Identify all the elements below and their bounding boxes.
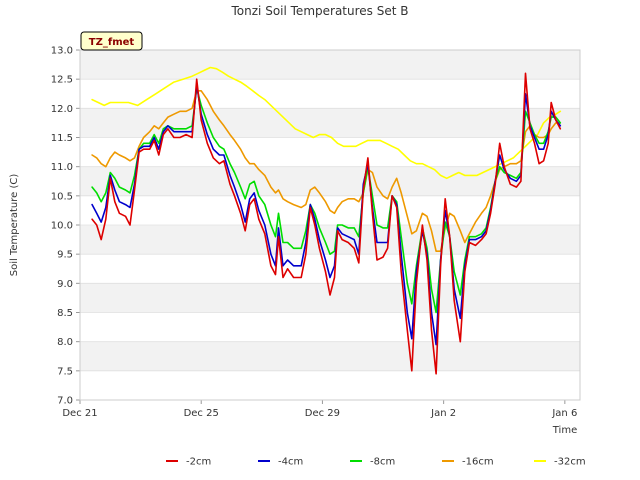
legend-label: -16cm: [462, 457, 494, 468]
series-line-16cm: [91, 90, 562, 252]
legend-label: -32cm: [554, 457, 586, 468]
series-line-2cm: [91, 72, 562, 375]
y-tick-label: 8.0: [57, 337, 73, 348]
background-band: [80, 108, 580, 138]
y-tick-label: 10.5: [51, 191, 73, 202]
y-tick-label: 12.5: [51, 75, 73, 86]
x-axis: Dec 21 Dec 25 Dec 29 Jan 2 Jan 6: [62, 400, 577, 419]
y-tick-label: 13.0: [51, 46, 73, 57]
chart-title: Tonzi Soil Temperatures Set B: [231, 4, 409, 18]
y-tick-label: 11.5: [51, 133, 73, 144]
background-band: [80, 370, 580, 400]
background-band: [80, 225, 580, 255]
x-tick-label: Jan 6: [551, 408, 577, 419]
legend: -2cm -4cm -8cm -16cm -32cm: [166, 457, 586, 468]
y-tick-label: 7.5: [57, 366, 73, 377]
background-band: [80, 341, 580, 371]
background-band: [80, 79, 580, 109]
plot-frame: [79, 49, 581, 401]
background-band: [80, 50, 580, 80]
background-band: [80, 312, 580, 342]
y-tick-label: 9.5: [57, 250, 73, 261]
y-tick-label: 8.5: [57, 308, 73, 319]
x-tick-label: Dec 29: [305, 408, 340, 419]
background-band: [80, 283, 580, 313]
series-lines: [91, 66, 562, 375]
y-tick-label: 12.0: [51, 104, 73, 115]
y-tick-label: 9.0: [57, 279, 73, 290]
background-band: [80, 137, 580, 167]
site-label-box: TZ_fmet: [80, 31, 143, 51]
legend-label: -4cm: [278, 457, 303, 468]
site-label-background: [80, 31, 143, 51]
y-axis-title: Soil Temperature (C): [9, 174, 20, 277]
x-tick-label: Jan 2: [430, 408, 456, 419]
legend-label: -8cm: [370, 457, 395, 468]
y-tick-label: 10.0: [51, 221, 73, 232]
background-bands: [80, 50, 580, 400]
y-tick-label: 7.0: [57, 396, 73, 407]
x-axis-title: Time: [552, 425, 577, 436]
y-tick-label: 11.0: [51, 162, 73, 173]
site-label: TZ_fmet: [89, 37, 135, 48]
series-line-32cm: [91, 66, 562, 180]
legend-label: -2cm: [186, 457, 211, 468]
x-tick-label: Dec 25: [184, 408, 219, 419]
background-band: [80, 254, 580, 284]
x-tick-label: Dec 21: [62, 408, 97, 419]
